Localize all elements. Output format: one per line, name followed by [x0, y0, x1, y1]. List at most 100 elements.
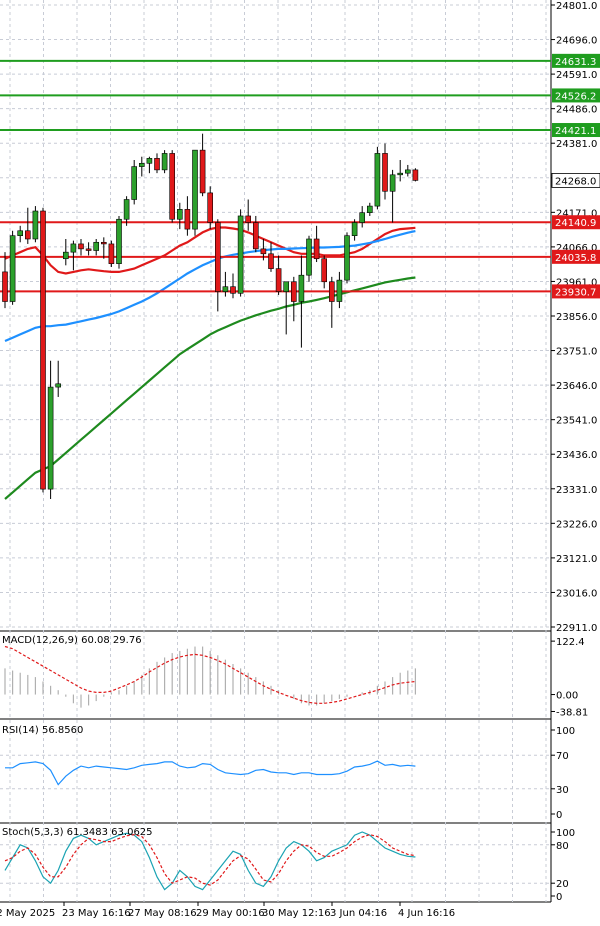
- price-tick-label: 23226.0: [556, 519, 597, 530]
- level-label-box: [552, 249, 600, 264]
- candle: [230, 273, 236, 299]
- bullish-candle-body: [359, 212, 366, 223]
- bearish-candle-body: [412, 169, 419, 181]
- price-tick-label: 24171.0: [556, 208, 597, 219]
- rsi-line: [5, 760, 416, 786]
- bullish-candle-body: [17, 230, 24, 236]
- level-label-box: [552, 284, 600, 299]
- level-label: 23930.7: [555, 287, 596, 298]
- candle: [32, 206, 39, 243]
- stoch-tick-label: 80: [556, 841, 569, 852]
- price-tick-label: 24486.0: [556, 105, 597, 116]
- candle: [359, 206, 366, 228]
- bearish-candle-body: [328, 281, 335, 302]
- price-tick-label: 23541.0: [556, 416, 597, 427]
- candle: [298, 255, 305, 348]
- rsi-tick-label: 70: [556, 751, 569, 762]
- last-price-label: 24268.0: [555, 176, 596, 187]
- level-label: 24631.3: [555, 57, 596, 68]
- bullish-candle-body: [366, 205, 373, 213]
- candle: [283, 281, 290, 335]
- bullish-candle-body: [404, 169, 411, 174]
- candle: [24, 207, 31, 244]
- bullish-candle-body: [298, 274, 305, 302]
- level-label-box: [552, 88, 600, 103]
- candle: [207, 186, 213, 230]
- stoch-tick-label: 20: [556, 879, 569, 890]
- candle: [374, 146, 381, 210]
- candle: [237, 209, 244, 297]
- price-tick-label: 23856.0: [556, 312, 597, 323]
- candle: [306, 235, 312, 282]
- candle: [101, 237, 107, 259]
- candle: [268, 242, 274, 272]
- candle: [116, 215, 122, 269]
- candle: [253, 215, 259, 253]
- candle: [382, 143, 388, 200]
- candle: [78, 238, 84, 256]
- price-tick-label: 24591.0: [556, 70, 597, 81]
- candle: [222, 271, 229, 297]
- time-axis-label: 29 May 00:16: [196, 908, 265, 919]
- candle: [184, 196, 191, 236]
- bearish-candle-body: [78, 243, 84, 250]
- bullish-candle-body: [55, 383, 62, 388]
- time-axis-label: 3 Jun 04:16: [330, 908, 387, 919]
- candle: [397, 160, 404, 182]
- price-tick-label: 22911.0: [556, 623, 597, 634]
- candle: [344, 232, 350, 284]
- candle: [9, 230, 16, 305]
- candle: [290, 276, 297, 322]
- stoch-d-line: [4, 833, 416, 886]
- price-tick-label: 23436.0: [556, 450, 597, 461]
- price-tick-label: 24066.0: [556, 243, 597, 254]
- bearish-candle-body: [382, 153, 388, 192]
- level-label-box: [552, 53, 600, 68]
- candle: [245, 199, 251, 231]
- bearish-candle-body: [245, 215, 251, 223]
- candle: [139, 156, 145, 177]
- bearish-candle-body: [101, 241, 107, 245]
- bullish-candle-body: [62, 251, 69, 260]
- rsi-label: RSI(14) 56.8560: [2, 725, 83, 736]
- candle: [17, 225, 24, 243]
- macd-tick-label: 0.00: [556, 691, 578, 702]
- bullish-candle-body: [177, 209, 183, 220]
- stoch-tick-label: 100: [556, 828, 575, 839]
- bearish-candle-body: [290, 281, 297, 302]
- bullish-candle-body: [123, 199, 130, 220]
- bullish-candle-body: [32, 210, 39, 240]
- candle: [93, 238, 99, 256]
- bullish-candle-body: [397, 172, 404, 176]
- bearish-candle-body: [24, 230, 31, 240]
- bearish-candle-body: [313, 238, 320, 260]
- price-tick-label: 24801.0: [556, 1, 597, 12]
- time-axis-label: 23 May 16:16: [62, 908, 131, 919]
- price-tick-label: 23016.0: [556, 588, 597, 599]
- bullish-candle-body: [161, 153, 168, 171]
- candle: [275, 255, 282, 295]
- candle: [169, 150, 175, 223]
- bullish-candle-body: [139, 162, 145, 167]
- bullish-candle-body: [192, 149, 198, 230]
- rsi-tick-label: 100: [556, 726, 575, 737]
- price-tick-label: 24381.0: [556, 139, 597, 150]
- price-tick-label: 23961.0: [556, 277, 597, 288]
- level-label: 24526.2: [555, 91, 596, 102]
- candle: [177, 202, 183, 230]
- price-tick-label: 23331.0: [556, 485, 597, 496]
- bullish-candle-body: [47, 386, 54, 490]
- candle: [404, 164, 411, 177]
- macd-tick-label: 122.4: [556, 637, 585, 648]
- bullish-candle-body: [146, 158, 153, 164]
- bearish-candle-body: [207, 192, 213, 223]
- time-axis-label: 4 Jun 16:16: [398, 908, 455, 919]
- level-label: 24421.1: [555, 126, 596, 137]
- price-tick-label: 23121.0: [556, 554, 597, 565]
- last-price-box: [551, 173, 600, 188]
- bullish-candle-body: [306, 238, 312, 276]
- price-tick-label: 23751.0: [556, 347, 597, 358]
- level-label: 24140.9: [555, 218, 596, 229]
- bearish-candle-body: [253, 222, 259, 250]
